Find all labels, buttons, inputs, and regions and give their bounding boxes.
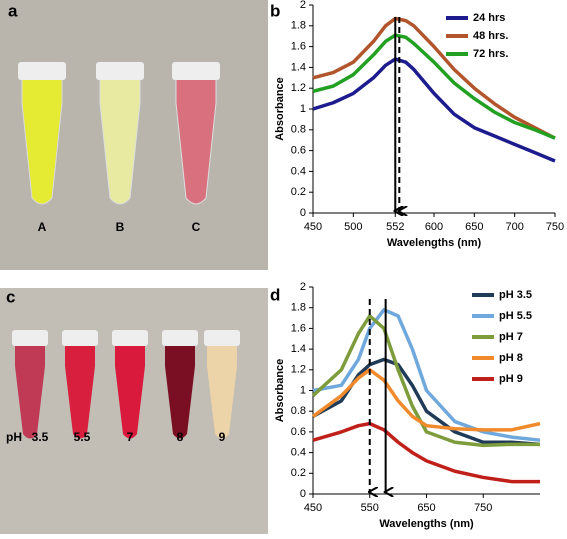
legend-label: pH 8 [499,352,523,364]
x-tick-label: 450 [304,502,322,514]
y-tick-label: 0 [300,488,306,500]
tube-label: pH [6,430,22,444]
y-tick-label: 1.8 [291,20,306,32]
legend-label: pH 9 [499,373,523,385]
data-line [312,16,556,140]
tube [172,62,220,205]
tube [62,330,98,439]
legend-label: pH 3.5 [499,289,532,301]
tube [12,330,48,439]
y-tick-label: 1.2 [291,82,306,94]
data-line [312,57,556,163]
tube [204,330,240,439]
data-line [311,314,540,448]
y-tick-label: 0.6 [291,145,306,157]
y-tick-label: 2 [300,0,306,11]
tube-label: B [116,220,125,234]
y-tick-label: 0.2 [291,467,306,479]
panel-label: c [6,287,15,306]
legend-label: 72 hrs. [473,48,508,60]
x-tick-label: 552 [386,221,404,233]
data-line [312,33,556,140]
data-line [311,368,541,432]
tube [112,330,148,439]
x-axis-title: Wavelengths (nm) [379,518,474,530]
y-tick-label: 0.8 [291,124,306,136]
x-tick-label: 550 [361,502,379,514]
tube-label: 9 [219,430,226,444]
x-tick-label: 500 [344,221,362,233]
y-tick-label: 0 [300,207,306,219]
y-tick-label: 1.4 [291,343,306,355]
y-tick-label: 0.2 [291,186,306,198]
data-line [312,421,540,484]
y-tick-label: 0.4 [291,165,306,177]
tube-label: 7 [127,430,134,444]
y-tick-label: 1.4 [291,61,306,73]
tube-label: 5.5 [74,430,91,444]
y-tick-label: 0.8 [291,405,306,417]
y-tick-label: 0.6 [291,426,306,438]
y-tick-label: 1.8 [291,302,306,314]
tube-label: 8 [177,430,184,444]
tube-label: C [192,220,201,234]
x-tick-label: 650 [417,502,435,514]
tube [96,62,144,205]
legend-label: pH 5.5 [499,310,532,322]
tube [18,62,66,205]
x-tick-label: 750 [474,502,492,514]
y-tick-label: 0.4 [291,447,306,459]
y-tick-label: 1.6 [291,322,306,334]
legend-label: pH 7 [499,331,523,343]
tube [162,330,198,439]
x-tick-label: 700 [505,221,523,233]
y-tick-label: 2 [300,281,306,293]
panel-label: b [270,1,280,20]
x-axis-title: Wavelengths (nm) [387,237,482,249]
legend-label: 24 hrs [473,12,505,24]
x-tick-label: 450 [304,221,322,233]
y-tick-label: 1 [300,384,306,396]
x-tick-label: 650 [465,221,483,233]
y-axis-title: Absorbance [274,359,286,423]
data-line [312,308,541,442]
x-tick-label: 750 [546,221,564,233]
legend-label: 48 hrs. [473,30,508,42]
tube-label: A [38,220,47,234]
panel-label: d [270,285,280,304]
y-tick-label: 1 [300,103,306,115]
panel-label: a [8,1,18,20]
y-tick-label: 1.6 [291,41,306,53]
y-tick-label: 1.2 [291,364,306,376]
y-axis-title: Absorbance [274,77,286,141]
x-tick-label: 600 [425,221,443,233]
tube-label: 3.5 [32,430,49,444]
